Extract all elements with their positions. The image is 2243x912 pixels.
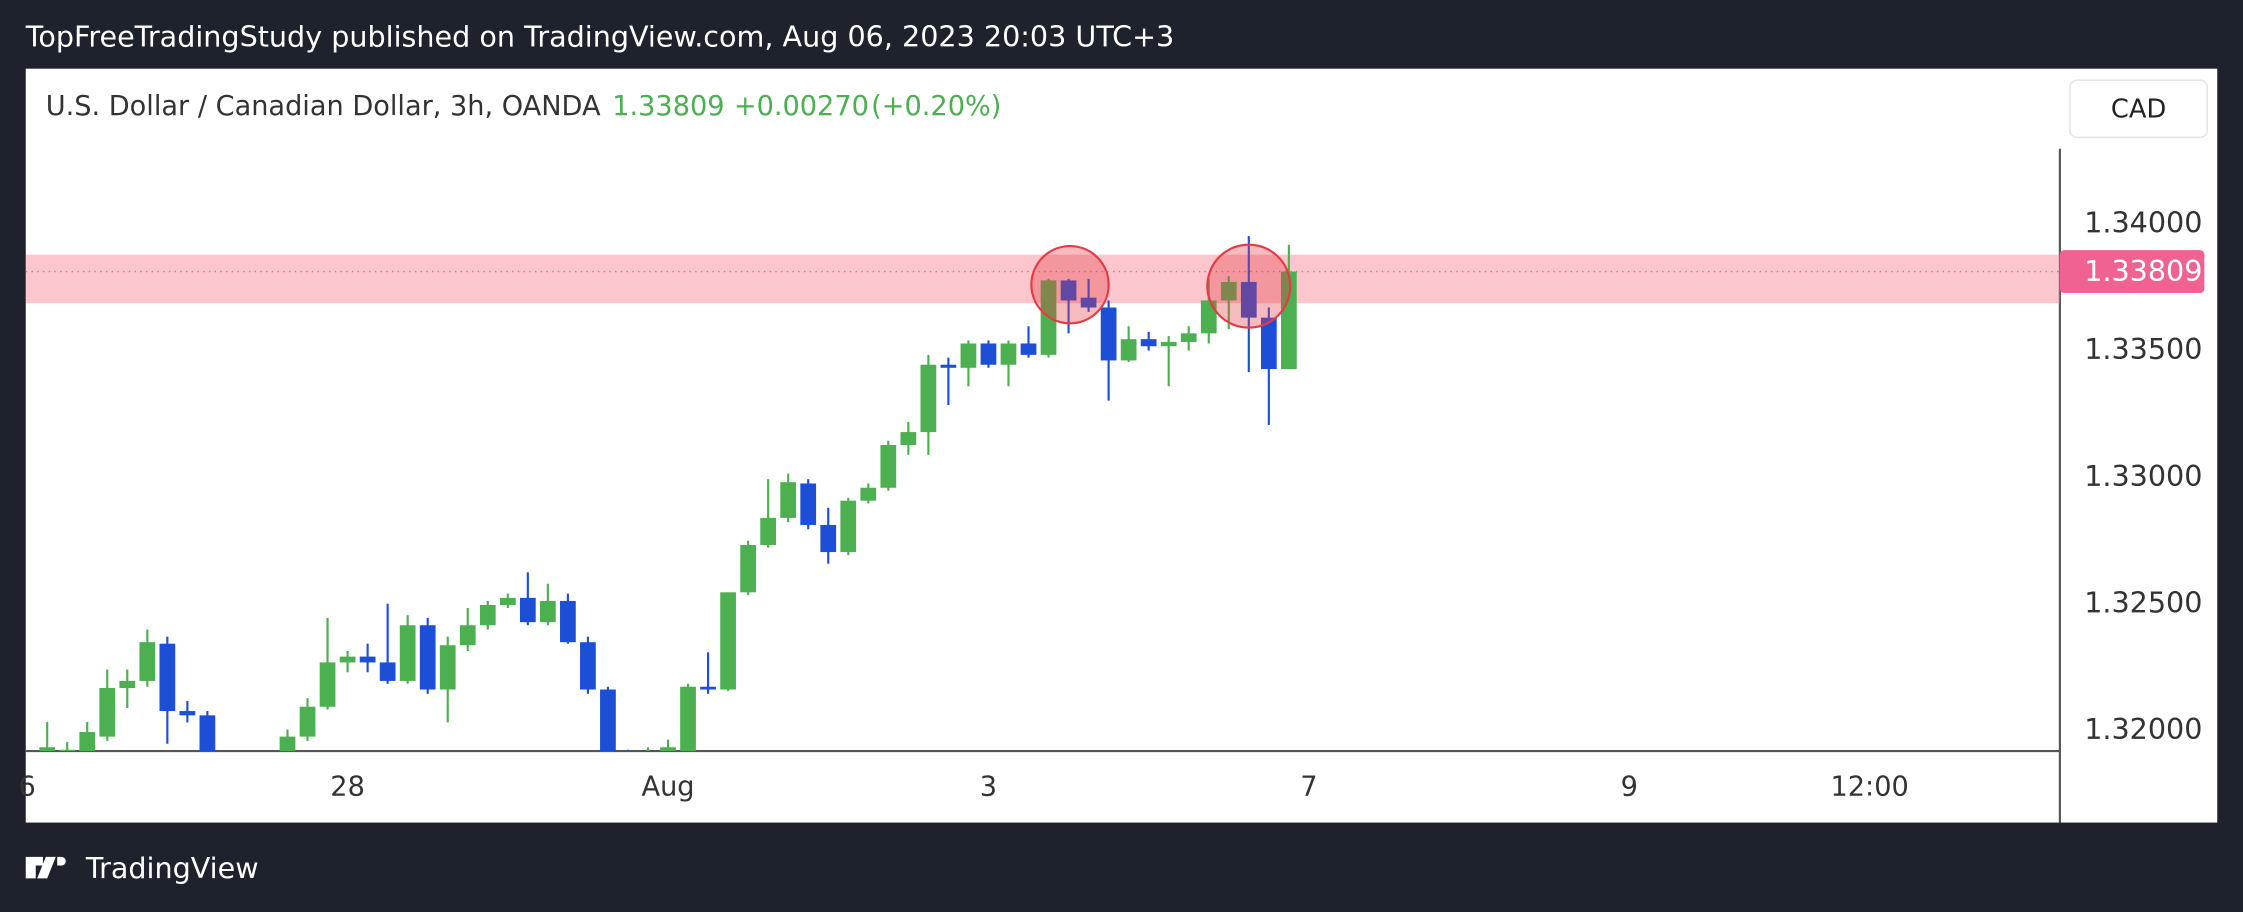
candle-body (940, 364, 957, 368)
price-change: +0.00270 (734, 91, 869, 122)
candle-body (359, 656, 376, 663)
candle-body (399, 625, 416, 681)
candle-body (900, 432, 917, 445)
y-tick-label: 1.32500 (2084, 585, 2202, 619)
candle-body (680, 686, 696, 752)
logo: TradingView (25, 851, 259, 885)
y-tick-label: 1.34000 (2084, 206, 2202, 240)
logo-icon (25, 856, 66, 879)
last-price: 1.33809 (612, 91, 724, 122)
candle-body (740, 544, 756, 593)
candle-body (820, 524, 837, 553)
y-tick-label: 1.33000 (2084, 459, 2202, 493)
candle-body (159, 643, 176, 712)
candle-body (800, 483, 817, 525)
chart-panel (25, 68, 2218, 823)
candle-body (179, 711, 196, 716)
candle-body (319, 662, 336, 707)
x-tick-label: 7 (1300, 772, 1317, 803)
x-tick-label: 12:00 (1831, 772, 1909, 803)
candle-body (600, 689, 616, 752)
candle-body (1240, 281, 1257, 318)
candle-body (119, 680, 136, 689)
y-tick-label: 1.32000 (2084, 712, 2202, 746)
candle-body (1000, 343, 1017, 365)
candle-body (1020, 343, 1037, 355)
x-tick-label: 9 (1621, 772, 1638, 803)
candle-body (1200, 300, 1217, 334)
candle-body (99, 688, 116, 737)
candle-body (960, 343, 977, 368)
candle-body (39, 747, 56, 752)
publisher-line: TopFreeTradingStudy published on Trading… (25, 20, 1175, 54)
candle-body (1260, 317, 1277, 370)
candle-body (1100, 307, 1117, 361)
candle-body (299, 706, 316, 737)
candle-body (59, 749, 76, 752)
candle-body (980, 343, 997, 365)
candle-body (1180, 333, 1197, 342)
candle-body (279, 736, 296, 752)
x-tick-label: Aug (642, 772, 695, 803)
x-tick-label: 6 (19, 772, 36, 803)
brand-name: TradingView (85, 851, 259, 885)
plot-area (25, 236, 2060, 752)
candle-body (199, 715, 216, 752)
candle-body (1080, 297, 1097, 308)
candle-body (660, 747, 676, 752)
symbol-title: U.S. Dollar / Canadian Dollar, 3h, OANDA (46, 91, 601, 122)
candle-body (560, 600, 576, 643)
candle-body (1280, 271, 1297, 370)
candle-body (1160, 341, 1177, 347)
highlight-circle (1030, 245, 1110, 325)
candle-body (920, 364, 937, 433)
current-price-label: 1.33809 (2084, 254, 2202, 288)
x-tick-label: 3 (980, 772, 997, 803)
candle-body (79, 732, 96, 752)
candle-body (479, 604, 496, 626)
candle-body (780, 482, 797, 518)
candle-body (720, 592, 736, 690)
candle-body (419, 625, 436, 690)
y-tick-label: 1.33500 (2084, 332, 2202, 366)
candle-body (519, 597, 536, 623)
candle-body (439, 645, 456, 690)
candle-body (379, 662, 396, 681)
x-tick-label: 28 (330, 772, 365, 803)
candle-body (860, 487, 877, 501)
candle-body (499, 597, 516, 605)
current-price-tag (2059, 250, 2205, 294)
candle-body (880, 444, 897, 488)
currency-label[interactable]: CAD (2111, 95, 2166, 125)
candle-body (1060, 280, 1077, 301)
candle-body (1220, 281, 1237, 301)
highlight-circle (1206, 243, 1292, 329)
candle-body (840, 500, 857, 553)
price-change-percent: (+0.20%) (871, 91, 1001, 122)
candle-body (580, 642, 596, 690)
candle-body (1140, 339, 1157, 347)
candle-body (339, 656, 356, 663)
candle-body (459, 625, 476, 646)
currency-box[interactable] (2069, 79, 2208, 139)
candle-body (760, 517, 777, 545)
candle-body (700, 686, 716, 690)
candle-body (539, 600, 556, 623)
candle-body (1120, 339, 1137, 361)
candle-body (139, 642, 156, 681)
